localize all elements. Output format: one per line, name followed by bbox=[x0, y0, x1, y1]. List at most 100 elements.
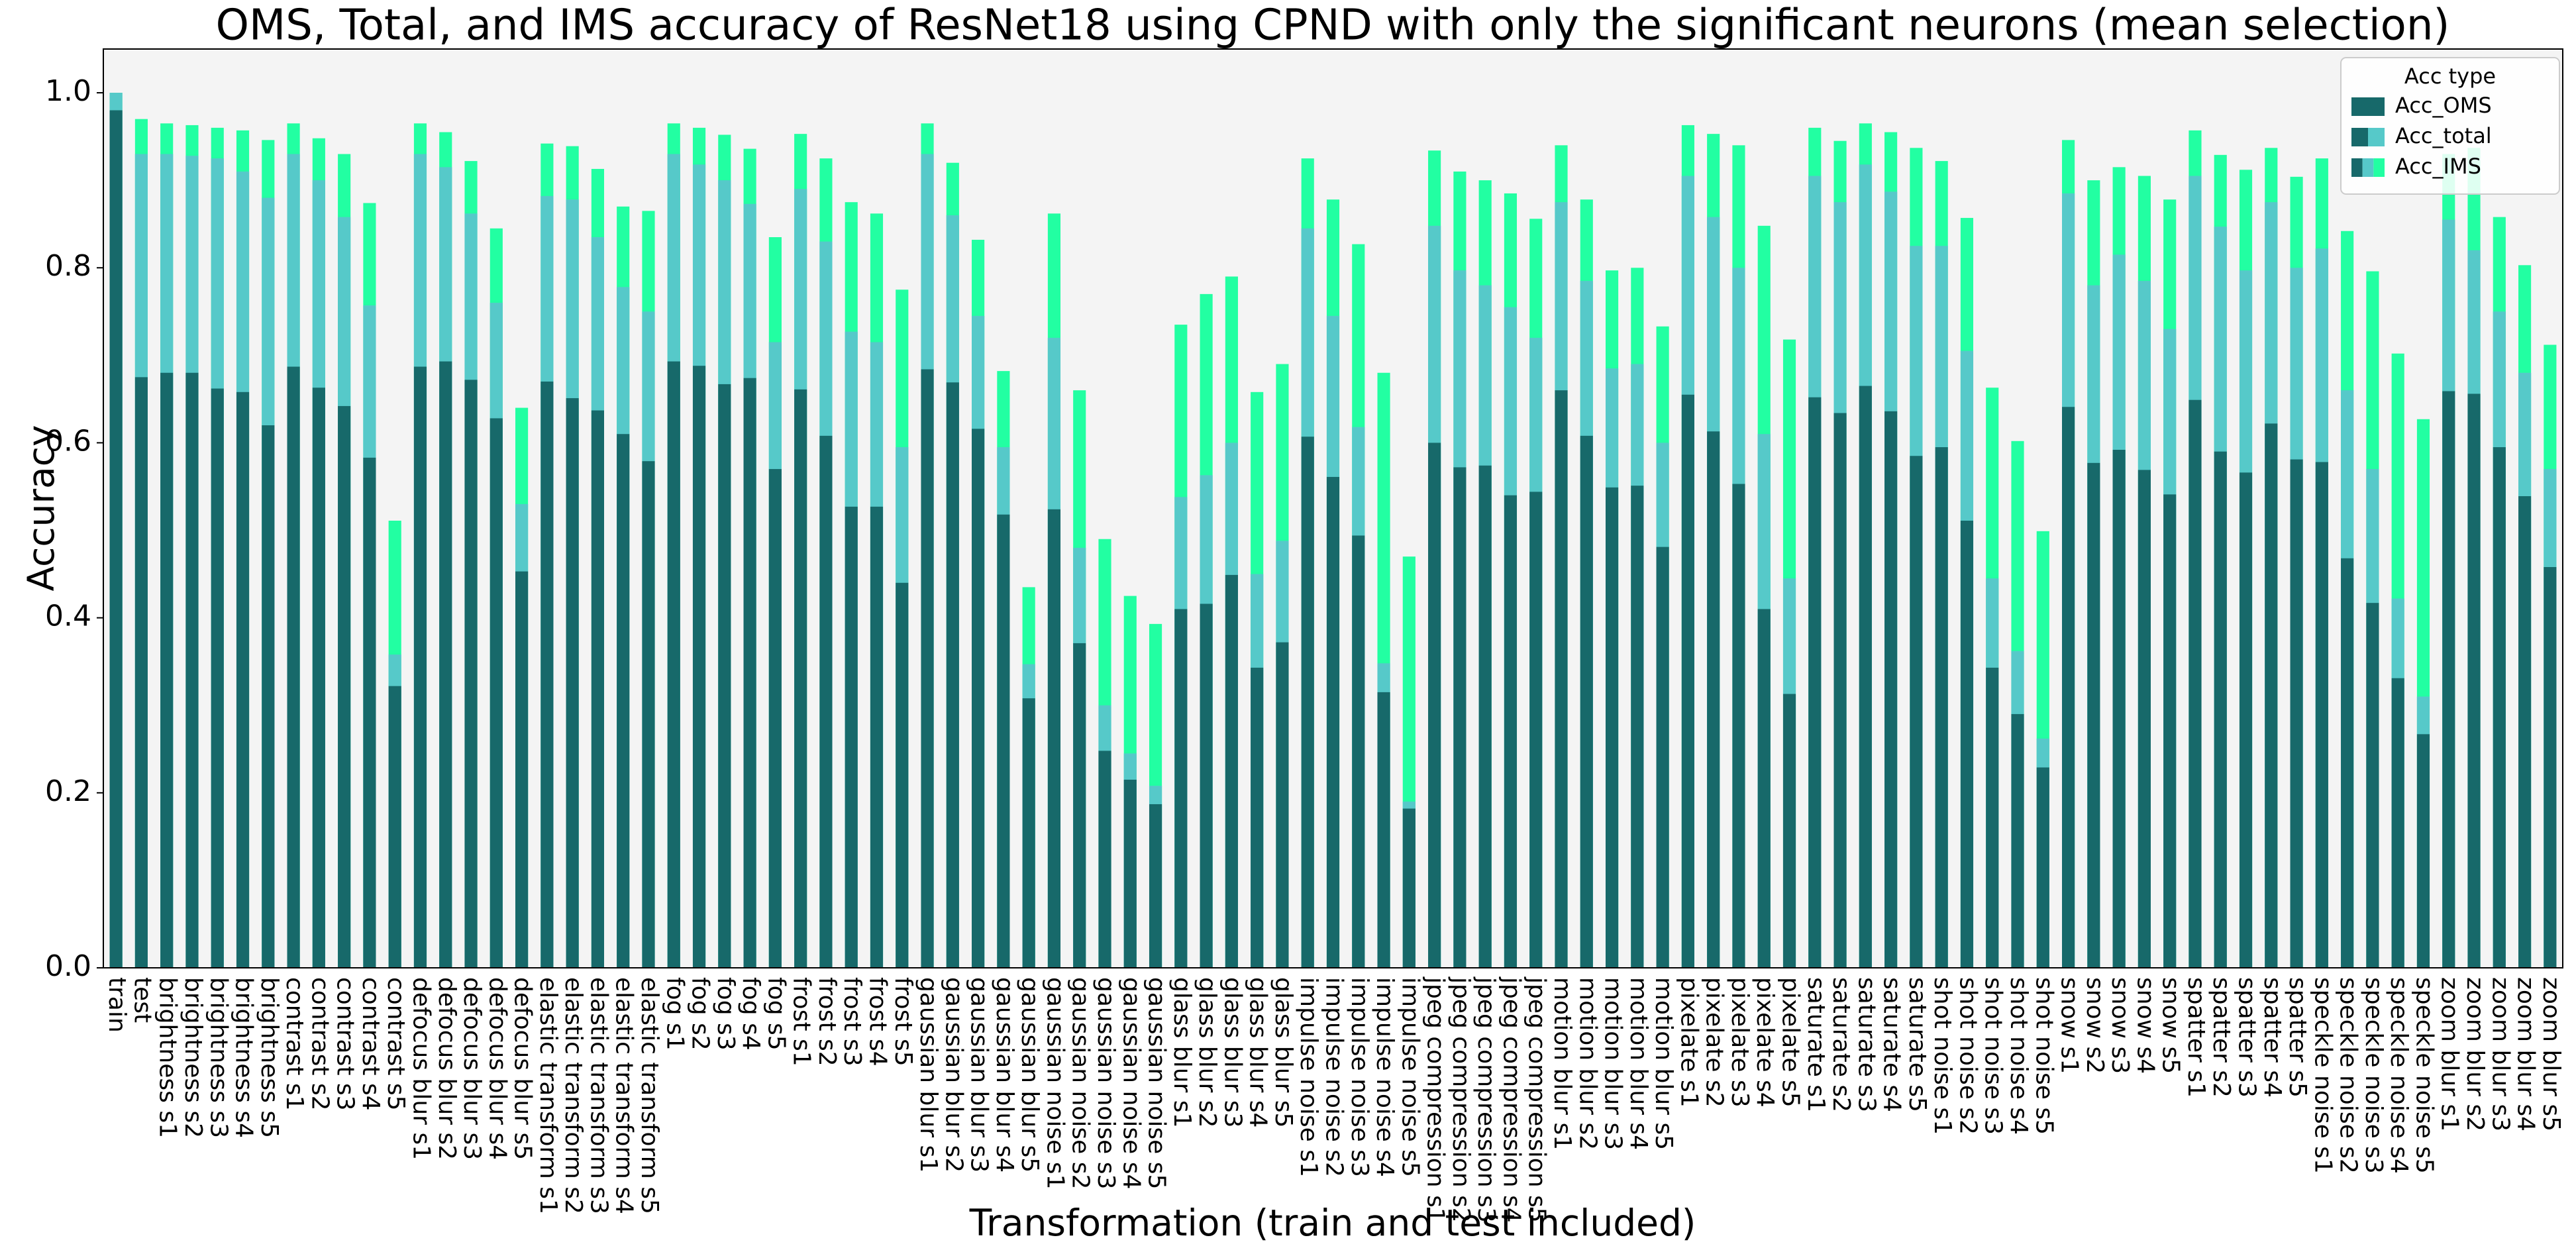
bar bbox=[287, 366, 300, 968]
bar bbox=[845, 506, 858, 968]
bar bbox=[1073, 643, 1086, 968]
x-tick-label: pixelate s1 bbox=[1675, 977, 1702, 1108]
legend-swatch bbox=[2373, 158, 2385, 177]
bar bbox=[1251, 667, 1264, 968]
legend-title: Acc type bbox=[2404, 64, 2496, 89]
x-tick-label: shot noise s5 bbox=[2030, 977, 2057, 1135]
x-tick-label: impulse noise s1 bbox=[1295, 977, 1322, 1177]
x-tick-label: brightness s3 bbox=[205, 977, 232, 1138]
x-tick-label: defocus blur s3 bbox=[458, 977, 486, 1160]
x-tick-label: saturate s4 bbox=[1879, 977, 1906, 1112]
bar bbox=[768, 469, 782, 968]
bar bbox=[413, 366, 427, 968]
x-tick-label: fog s4 bbox=[737, 977, 764, 1051]
bar bbox=[1326, 476, 1340, 968]
x-tick-label: defocus blur s5 bbox=[509, 977, 537, 1160]
bar bbox=[1123, 779, 1137, 968]
bar bbox=[1504, 495, 1518, 968]
x-tick-label: snow s3 bbox=[2106, 977, 2134, 1074]
bar bbox=[134, 377, 148, 968]
x-tick-label: saturate s5 bbox=[1904, 977, 1931, 1112]
bar bbox=[642, 461, 655, 968]
x-tick-label: contrast s1 bbox=[281, 977, 308, 1111]
x-tick-label: impulse noise s3 bbox=[1346, 977, 1373, 1177]
bar bbox=[1808, 397, 1822, 968]
bar bbox=[819, 435, 833, 968]
x-tick-label: zoom blur s2 bbox=[2461, 977, 2489, 1131]
legend-swatch bbox=[2368, 128, 2385, 146]
bar bbox=[566, 398, 579, 968]
x-tick-label: brightness s1 bbox=[154, 977, 181, 1138]
x-tick-label: elastic transform s3 bbox=[585, 977, 612, 1214]
x-tick-label: frost s4 bbox=[864, 977, 891, 1067]
bar bbox=[1402, 808, 1416, 968]
bar bbox=[2315, 462, 2328, 968]
bar bbox=[1301, 437, 1314, 968]
bar bbox=[2290, 459, 2303, 968]
legend-swatch bbox=[2362, 158, 2374, 177]
bar bbox=[2036, 767, 2049, 968]
x-tick-label: gaussian blur s2 bbox=[940, 977, 967, 1173]
bar bbox=[2011, 713, 2024, 968]
x-tick-label: brightness s2 bbox=[180, 977, 207, 1138]
x-tick-label: defocus blur s4 bbox=[484, 977, 511, 1160]
legend-label: Acc_total bbox=[2395, 123, 2492, 148]
x-tick-label: fog s5 bbox=[762, 977, 790, 1051]
legend-swatch bbox=[2351, 128, 2368, 146]
x-tick-label: jpeg compression s4 bbox=[1498, 976, 1525, 1223]
x-tick-label: shot noise s1 bbox=[1929, 977, 1956, 1135]
legend-label: Acc_IMS bbox=[2395, 154, 2481, 179]
bar bbox=[1960, 520, 1974, 968]
x-tick-label: impulse noise s4 bbox=[1371, 977, 1398, 1177]
bar bbox=[1580, 435, 1593, 968]
bar bbox=[1276, 642, 1289, 968]
x-tick-label: frost s3 bbox=[839, 977, 866, 1067]
bar bbox=[439, 361, 452, 968]
bar bbox=[1352, 535, 1365, 968]
x-tick-label: glass blur s5 bbox=[1270, 977, 1297, 1127]
bar bbox=[743, 378, 756, 968]
bar bbox=[617, 434, 630, 968]
bar bbox=[1833, 413, 1847, 968]
x-tick-label: spatter s5 bbox=[2284, 977, 2311, 1098]
x-tick-label: glass blur s1 bbox=[1168, 977, 1196, 1127]
x-tick-label: gaussian blur s5 bbox=[1016, 977, 1043, 1173]
x-tick-label: shot noise s4 bbox=[2005, 977, 2032, 1135]
bar bbox=[1935, 447, 1948, 968]
y-tick-label: 0.0 bbox=[45, 949, 91, 983]
x-tick-label: contrast s5 bbox=[382, 977, 409, 1111]
bar bbox=[1910, 456, 1923, 968]
y-tick-label: 1.0 bbox=[45, 74, 91, 108]
x-tick-label: train bbox=[103, 977, 130, 1033]
x-tick-label: zoom blur s1 bbox=[2436, 977, 2463, 1131]
bar bbox=[1656, 547, 1669, 968]
bar bbox=[2214, 451, 2227, 968]
x-tick-label: pixelate s2 bbox=[1701, 977, 1728, 1108]
x-tick-label: elastic transform s2 bbox=[560, 977, 587, 1214]
x-tick-label: glass blur s4 bbox=[1245, 977, 1272, 1127]
bar bbox=[946, 382, 959, 968]
x-tick-label: motion blur s4 bbox=[1625, 977, 1652, 1150]
bar bbox=[1200, 603, 1213, 968]
x-tick-label: jpeg compression s3 bbox=[1472, 976, 1500, 1223]
x-tick-label: frost s1 bbox=[788, 977, 815, 1067]
bar bbox=[2366, 603, 2379, 968]
bar bbox=[2239, 472, 2253, 968]
bar bbox=[972, 429, 985, 968]
x-tick-label: gaussian blur s4 bbox=[991, 977, 1018, 1173]
x-tick-label: motion blur s2 bbox=[1574, 977, 1601, 1150]
bar bbox=[1732, 484, 1745, 968]
x-tick-label: gaussian noise s3 bbox=[1092, 977, 1119, 1189]
chart-title: OMS, Total, and IMS accuracy of ResNet18… bbox=[216, 1, 2450, 50]
legend-swatch bbox=[2351, 97, 2385, 116]
x-tick-label: saturate s1 bbox=[1802, 977, 1829, 1112]
bar bbox=[1986, 667, 1999, 968]
bar bbox=[338, 405, 351, 968]
bar bbox=[1681, 394, 1694, 968]
x-tick-label: speckle noise s2 bbox=[2335, 977, 2362, 1174]
x-tick-label: zoom blur s3 bbox=[2487, 977, 2514, 1131]
bar bbox=[896, 582, 909, 968]
x-tick-label: gaussian noise s5 bbox=[1143, 977, 1170, 1189]
bar bbox=[1529, 492, 1543, 968]
